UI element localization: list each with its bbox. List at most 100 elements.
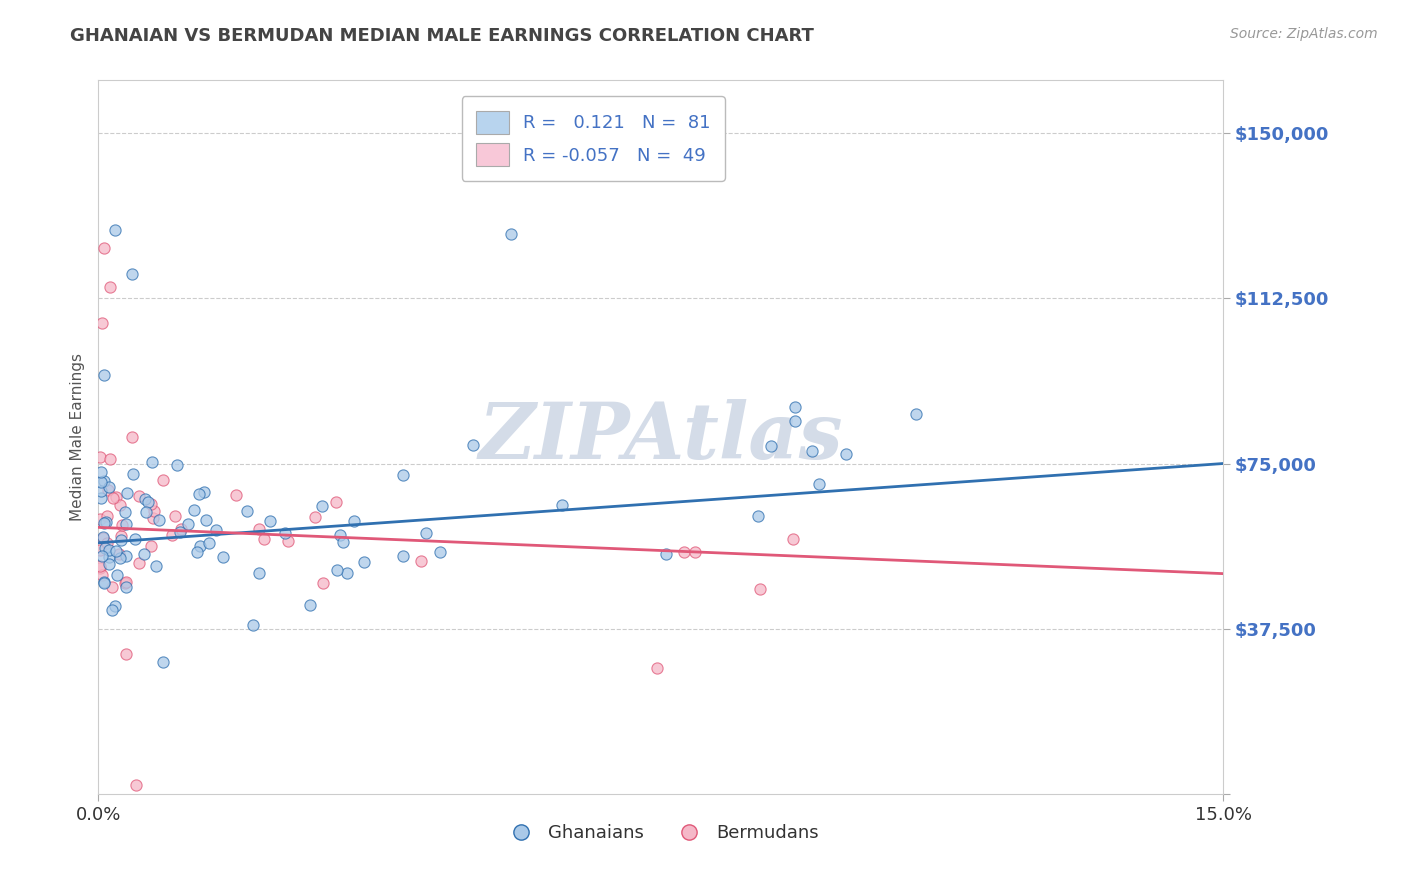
Point: [105, 568, 128, 582]
Point: [93, 574, 115, 589]
Point: [111, 517, 134, 532]
Point: [97, 557, 120, 571]
Point: [139, 539, 162, 553]
Point: [141, 455, 163, 469]
Point: [115, 580, 138, 594]
Text: ZIPAtlas: ZIPAtlas: [478, 399, 844, 475]
Point: [90, 491, 112, 505]
Point: [98, 452, 121, 467]
Point: [343, 514, 366, 528]
Point: [225, 488, 247, 502]
Point: [242, 618, 264, 632]
Point: [89, 558, 111, 573]
Point: [193, 485, 215, 500]
Point: [108, 547, 131, 561]
Point: [91, 316, 114, 330]
Text: GHANAIAN VS BERMUDAN MEDIAN MALE EARNINGS CORRELATION CHART: GHANAIAN VS BERMUDAN MEDIAN MALE EARNING…: [70, 27, 814, 45]
Point: [134, 492, 156, 507]
Point: [98, 543, 121, 558]
Point: [90, 484, 112, 499]
Point: [152, 473, 174, 487]
Point: [141, 497, 163, 511]
Point: [93, 516, 115, 530]
Point: [160, 528, 183, 542]
Point: [94, 515, 117, 529]
Point: [114, 505, 136, 519]
Point: [166, 458, 188, 472]
Point: [647, 661, 669, 675]
Point: [89, 450, 111, 465]
Point: [115, 516, 138, 531]
Point: [312, 575, 335, 590]
Point: [89, 561, 111, 575]
Point: [188, 539, 211, 553]
Point: [277, 533, 299, 548]
Point: [391, 467, 413, 482]
Point: [747, 508, 769, 523]
Point: [332, 535, 354, 549]
Point: [551, 498, 574, 512]
Point: [299, 598, 322, 612]
Point: [93, 368, 115, 382]
Point: [101, 491, 124, 506]
Point: [91, 531, 114, 545]
Point: [782, 532, 804, 546]
Point: [353, 555, 375, 569]
Point: [90, 465, 112, 479]
Point: [188, 487, 211, 501]
Point: [98, 280, 121, 294]
Point: [93, 474, 115, 488]
Point: [128, 489, 150, 503]
Point: [125, 778, 148, 792]
Point: [96, 508, 118, 523]
Point: [904, 407, 927, 421]
Point: [329, 528, 352, 542]
Point: [259, 514, 281, 528]
Text: Source: ZipAtlas.com: Source: ZipAtlas.com: [1230, 27, 1378, 41]
Point: [135, 505, 157, 519]
Point: [121, 267, 143, 281]
Point: [685, 545, 707, 559]
Point: [101, 603, 124, 617]
Point: [195, 513, 218, 527]
Point: [212, 550, 235, 565]
Point: [808, 476, 831, 491]
Point: [121, 429, 143, 443]
Point: [749, 582, 772, 596]
Point: [253, 532, 276, 546]
Point: [110, 533, 132, 547]
Point: [91, 530, 114, 544]
Point: [274, 526, 297, 541]
Point: [198, 536, 221, 550]
Point: [142, 511, 165, 525]
Point: [311, 499, 333, 513]
Point: [100, 580, 122, 594]
Point: [114, 549, 136, 564]
Point: [169, 522, 191, 536]
Point: [169, 525, 191, 540]
Point: [429, 545, 451, 559]
Point: [104, 599, 127, 613]
Point: [90, 475, 112, 489]
Point: [108, 498, 131, 512]
Point: [152, 656, 174, 670]
Point: [93, 575, 115, 590]
Y-axis label: Median Male Earnings: Median Male Earnings: [69, 353, 84, 521]
Point: [673, 544, 696, 558]
Point: [89, 542, 111, 557]
Point: [391, 549, 413, 563]
Point: [97, 483, 120, 497]
Point: [108, 550, 131, 565]
Point: [97, 480, 120, 494]
Point: [110, 529, 132, 543]
Point: [655, 547, 678, 561]
Point: [94, 541, 117, 556]
Point: [148, 513, 170, 527]
Point: [91, 567, 114, 582]
Point: [132, 547, 155, 561]
Legend: Ghanaians, Bermudans: Ghanaians, Bermudans: [496, 817, 825, 849]
Point: [89, 512, 111, 526]
Point: [783, 400, 806, 414]
Point: [176, 516, 198, 531]
Point: [115, 485, 138, 500]
